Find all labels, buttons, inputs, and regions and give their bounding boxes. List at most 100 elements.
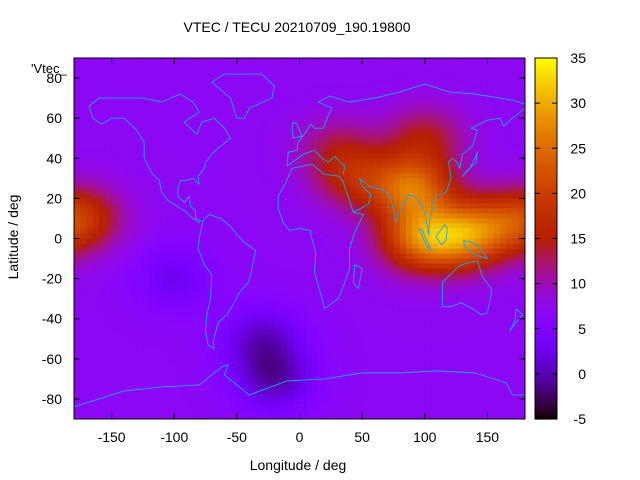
heatmap-cell bbox=[330, 143, 338, 149]
heatmap-cell bbox=[280, 158, 288, 164]
heatmap-cell bbox=[405, 228, 413, 234]
heatmap-cell bbox=[349, 163, 357, 169]
heatmap-cell bbox=[218, 63, 225, 69]
heatmap-cell bbox=[130, 63, 138, 69]
heatmap-cell bbox=[431, 303, 438, 310]
heatmap-cell bbox=[124, 243, 131, 250]
heatmap-cell bbox=[481, 143, 488, 149]
heatmap-cell bbox=[205, 63, 213, 69]
heatmap-cell bbox=[305, 58, 313, 64]
heatmap-cell bbox=[161, 373, 169, 380]
heatmap-cell bbox=[355, 133, 363, 139]
heatmap-cell bbox=[499, 128, 507, 134]
heatmap-cell bbox=[117, 153, 125, 159]
heatmap-cell bbox=[293, 393, 300, 400]
heatmap-cell bbox=[512, 193, 520, 199]
heatmap-cell bbox=[462, 178, 470, 184]
heatmap-cell bbox=[481, 78, 488, 84]
heatmap-cell bbox=[99, 273, 106, 280]
heatmap-cell bbox=[312, 73, 319, 79]
heatmap-cell bbox=[243, 398, 250, 405]
heatmap-cell bbox=[255, 243, 263, 250]
heatmap-cell bbox=[512, 393, 520, 400]
heatmap-cell bbox=[174, 348, 181, 355]
heatmap-cell bbox=[493, 228, 501, 234]
heatmap-cell bbox=[199, 58, 207, 64]
heatmap-cell bbox=[180, 228, 188, 234]
heatmap-cell bbox=[249, 198, 257, 204]
heatmap-cell bbox=[318, 358, 326, 365]
heatmap-cell bbox=[280, 83, 288, 89]
heatmap-cell bbox=[186, 348, 194, 355]
heatmap-cell bbox=[149, 193, 156, 199]
heatmap-cell bbox=[330, 328, 338, 335]
heatmap-cell bbox=[355, 388, 363, 395]
heatmap-cell bbox=[362, 393, 369, 400]
heatmap-cell bbox=[518, 153, 525, 159]
heatmap-cell bbox=[405, 188, 413, 194]
heatmap-cell bbox=[412, 218, 420, 224]
heatmap-cell bbox=[142, 193, 150, 199]
heatmap-cell bbox=[449, 113, 457, 119]
heatmap-cell bbox=[487, 213, 495, 219]
heatmap-cell bbox=[243, 383, 250, 390]
heatmap-cell bbox=[506, 73, 513, 79]
heatmap-cell bbox=[161, 308, 169, 315]
heatmap-cell bbox=[274, 233, 282, 239]
heatmap-cell bbox=[355, 328, 363, 335]
heatmap-cell bbox=[105, 188, 113, 194]
heatmap-cell bbox=[512, 178, 520, 184]
heatmap-cell bbox=[92, 88, 100, 94]
heatmap-cell bbox=[280, 208, 288, 214]
heatmap-cell bbox=[506, 333, 513, 340]
heatmap-cell bbox=[105, 158, 113, 164]
heatmap-cell bbox=[330, 68, 338, 74]
heatmap-cell bbox=[149, 218, 156, 224]
heatmap-cell bbox=[387, 293, 394, 300]
heatmap-cell bbox=[499, 343, 507, 350]
heatmap-cell bbox=[174, 278, 181, 285]
heatmap-cell bbox=[243, 338, 250, 345]
heatmap-cell bbox=[149, 288, 156, 295]
heatmap-cell bbox=[474, 363, 482, 370]
heatmap-cell bbox=[299, 348, 307, 355]
heatmap-cell bbox=[380, 303, 388, 310]
heatmap-cell bbox=[142, 328, 150, 335]
heatmap-cell bbox=[249, 373, 257, 380]
heatmap-cell bbox=[499, 308, 507, 315]
heatmap-cell bbox=[205, 298, 213, 305]
heatmap-cell bbox=[293, 98, 300, 104]
heatmap-cell bbox=[330, 138, 338, 144]
heatmap-cell bbox=[299, 193, 307, 199]
heatmap-cell bbox=[462, 258, 470, 265]
heatmap-cell bbox=[161, 343, 169, 350]
heatmap-cell bbox=[343, 178, 351, 184]
heatmap-cell bbox=[205, 173, 213, 179]
heatmap-cell bbox=[305, 243, 313, 250]
heatmap-cell bbox=[380, 208, 388, 214]
heatmap-cell bbox=[230, 188, 238, 194]
heatmap-cell bbox=[337, 133, 344, 139]
heatmap-cell bbox=[474, 378, 482, 385]
heatmap-cell bbox=[268, 333, 275, 340]
heatmap-cell bbox=[117, 88, 125, 94]
heatmap-cell bbox=[405, 348, 413, 355]
heatmap-cell bbox=[349, 223, 357, 229]
heatmap-cell bbox=[337, 258, 344, 265]
heatmap-cell bbox=[130, 238, 138, 245]
heatmap-cell bbox=[274, 143, 282, 149]
heatmap-cell bbox=[180, 318, 188, 325]
heatmap-cell bbox=[261, 248, 269, 255]
heatmap-cell bbox=[180, 348, 188, 355]
heatmap-cell bbox=[349, 73, 357, 79]
heatmap-cell bbox=[343, 343, 351, 350]
heatmap-cell bbox=[468, 293, 476, 300]
heatmap-cell bbox=[474, 303, 482, 310]
heatmap-cell bbox=[387, 63, 394, 69]
heatmap-cell bbox=[117, 68, 125, 74]
heatmap-cell bbox=[180, 83, 188, 89]
heatmap-cell bbox=[374, 328, 382, 335]
heatmap-cell bbox=[142, 98, 150, 104]
heatmap-cell bbox=[249, 58, 257, 64]
heatmap-cell bbox=[462, 173, 470, 179]
